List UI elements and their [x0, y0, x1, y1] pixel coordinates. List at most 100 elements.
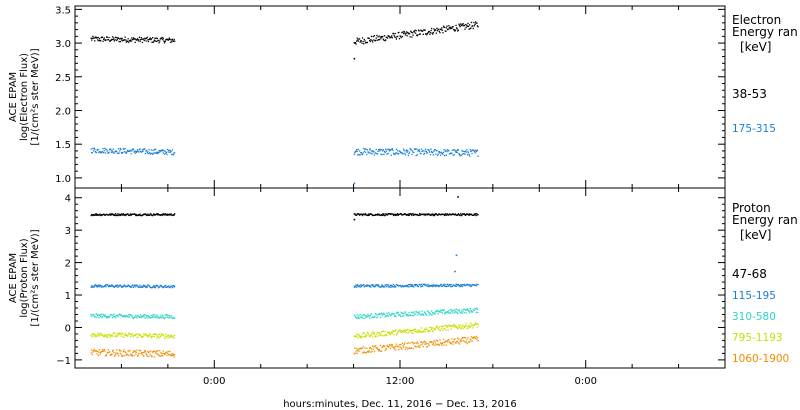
- data-point: [371, 284, 373, 286]
- data-point: [463, 312, 465, 314]
- data-point: [133, 285, 135, 287]
- data-point: [125, 152, 127, 154]
- data-point: [437, 214, 439, 216]
- data-point: [154, 287, 157, 289]
- data-point: [356, 40, 358, 42]
- data-point: [94, 148, 96, 151]
- data-point: [370, 39, 372, 41]
- data-point: [406, 313, 408, 315]
- data-point: [413, 286, 415, 288]
- data-point: [91, 286, 93, 288]
- data-point: [368, 285, 370, 287]
- data-point: [387, 286, 389, 288]
- data-point: [405, 32, 407, 35]
- data-point: [92, 147, 94, 150]
- data-point: [378, 335, 380, 337]
- data-point: [382, 38, 384, 40]
- data-point: [160, 37, 163, 40]
- data-point: [376, 333, 378, 335]
- data-point: [109, 40, 111, 42]
- data-point: [355, 335, 357, 337]
- data-point: [384, 316, 386, 318]
- data-point: [153, 40, 155, 43]
- data-point: [113, 152, 115, 154]
- data-point: [95, 313, 97, 315]
- data-point: [456, 150, 458, 152]
- data-point: [387, 315, 389, 318]
- data-point: [477, 340, 479, 342]
- data-point: [370, 35, 373, 38]
- data-point: [452, 154, 454, 156]
- data-point: [172, 317, 175, 319]
- data-point: [137, 214, 139, 216]
- data-point: [457, 213, 459, 215]
- data-point: [406, 332, 408, 334]
- data-point: [382, 213, 384, 215]
- data-point: [403, 148, 405, 150]
- data-point: [365, 336, 367, 338]
- data-point: [475, 149, 477, 151]
- data-point: [150, 38, 153, 40]
- data-point: [458, 24, 461, 26]
- data-point: [111, 38, 113, 40]
- data-point: [409, 148, 411, 150]
- legend-entry-115-195: 115-195: [732, 290, 776, 302]
- data-point: [450, 285, 452, 288]
- data-point: [152, 149, 154, 151]
- data-point: [402, 153, 404, 155]
- data-point: [112, 148, 114, 150]
- data-point: [162, 350, 164, 352]
- data-point: [440, 342, 442, 345]
- data-point: [118, 214, 120, 216]
- data-point: [370, 348, 373, 350]
- data-point: [397, 312, 399, 314]
- data-point: [158, 150, 160, 152]
- data-point: [134, 213, 136, 215]
- data-point: [472, 311, 474, 313]
- data-point: [162, 287, 164, 289]
- data-point: [115, 317, 117, 319]
- data-point: [170, 334, 172, 336]
- data-point: [135, 316, 138, 318]
- data-point: [144, 286, 147, 288]
- data-point: [112, 36, 114, 38]
- data-point: [132, 148, 135, 150]
- electron-plot-frame: [74, 5, 726, 189]
- data-point: [379, 39, 381, 41]
- data-point: [410, 30, 412, 32]
- data-point: [430, 148, 432, 150]
- data-point: [375, 152, 377, 154]
- data-point: [408, 151, 411, 153]
- data-point: [119, 147, 121, 150]
- data-point: [403, 213, 405, 216]
- data-point: [441, 29, 443, 31]
- data-point: [108, 333, 110, 336]
- data-point: [117, 36, 119, 39]
- data-point: [382, 214, 384, 216]
- data-point: [107, 39, 110, 41]
- data-point: [104, 350, 106, 352]
- data-point: [152, 286, 154, 289]
- data-point: [451, 27, 453, 29]
- data-point: [163, 153, 166, 155]
- data-point: [473, 214, 475, 216]
- data-point: [389, 334, 392, 336]
- data-point: [104, 284, 107, 286]
- data-point: [455, 24, 457, 27]
- data-point: [131, 37, 133, 39]
- data-point: [169, 335, 171, 337]
- data-point: [385, 148, 387, 150]
- data-point: [476, 326, 479, 328]
- data-point: [149, 38, 151, 40]
- data-point: [473, 150, 476, 152]
- series-310-580: [90, 307, 479, 320]
- data-point: [440, 311, 442, 313]
- proton-y-tick-label: −1: [56, 356, 71, 367]
- data-point: [414, 32, 417, 34]
- data-point: [132, 38, 134, 41]
- data-point: [426, 314, 428, 316]
- data-point: [97, 286, 99, 288]
- data-point: [381, 315, 383, 317]
- data-point: [465, 151, 467, 153]
- data-point: [431, 27, 433, 30]
